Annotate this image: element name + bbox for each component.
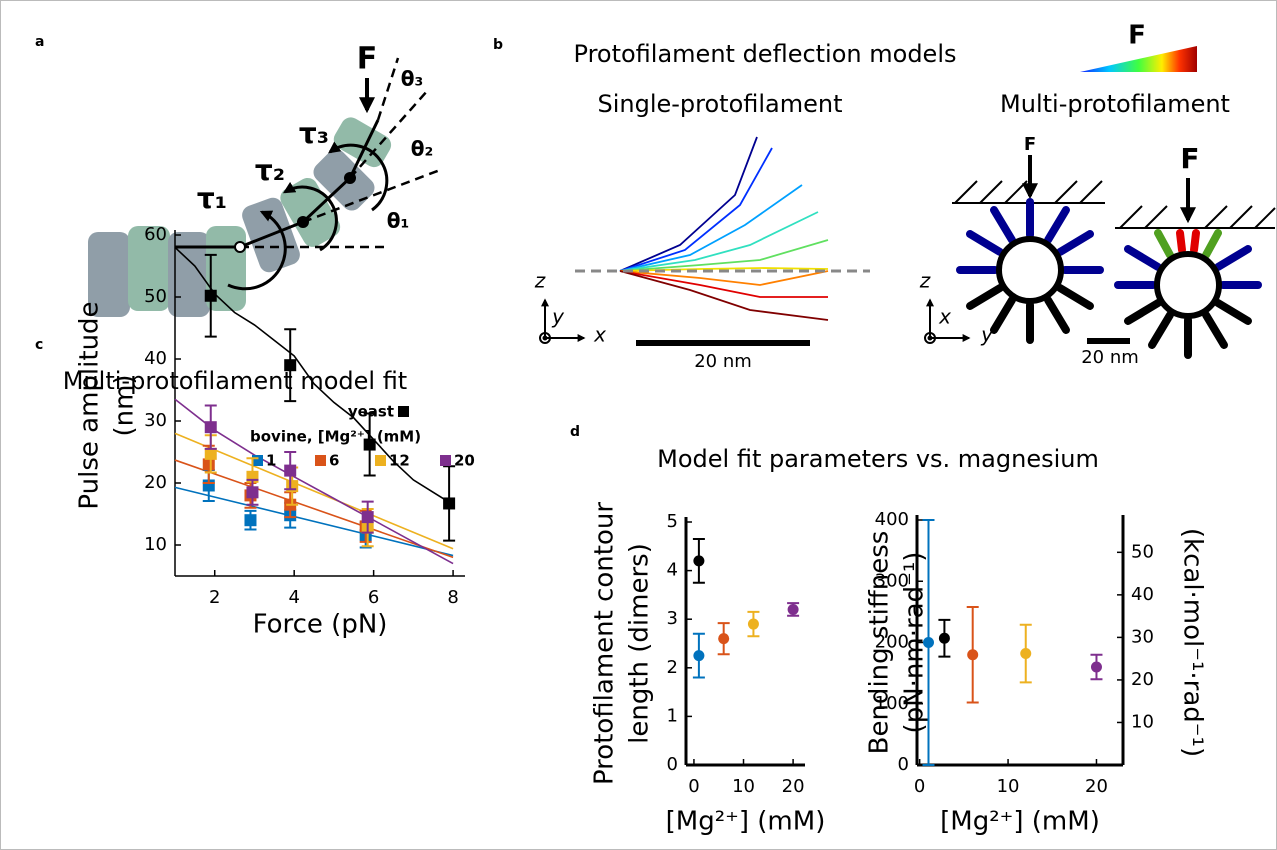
- data-point: [718, 633, 729, 644]
- data-point: [939, 633, 950, 644]
- data-point: [923, 637, 934, 648]
- data-point: [788, 604, 799, 615]
- y-axis-label: Bending stiffness: [865, 531, 895, 755]
- data-point: [693, 555, 704, 566]
- legend-swatch: [315, 455, 326, 466]
- y-tick-label: 0: [667, 754, 678, 775]
- y-tick-label: 40: [144, 348, 167, 369]
- scale-label: 20 nm: [694, 351, 752, 372]
- figure: a b c d F θ₃ θ₂ θ₁ τ₁ τ₂ τ₃ Protofilamen…: [0, 0, 1277, 850]
- x-tick-label: 4: [288, 587, 299, 608]
- force-label: F: [1024, 134, 1036, 155]
- data-point: [205, 421, 217, 433]
- panel-title: Model fit parameters vs. magnesium: [657, 445, 1099, 473]
- y-tick-label: 0: [898, 754, 909, 775]
- subtitle: Multi-protofilament: [1000, 90, 1230, 118]
- data-point: [284, 359, 296, 371]
- y2-axis-label: (kcal·mol⁻¹·rad⁻¹): [1178, 528, 1208, 757]
- angle-label: θ₂: [411, 137, 434, 161]
- data-point: [246, 486, 258, 498]
- legend-swatch: [375, 455, 386, 466]
- x-axis-label: [Mg²⁺] (mM): [940, 807, 1100, 837]
- y-tick-label: 10: [144, 534, 167, 555]
- angle-label: θ₁: [387, 209, 410, 233]
- y2-tick-label: 10: [1131, 711, 1154, 732]
- y-tick-label: 60: [144, 224, 167, 245]
- torque-label: τ₃: [299, 117, 329, 150]
- force-label: F: [357, 42, 378, 77]
- y-tick-label: 1: [667, 705, 678, 726]
- torque-label: τ₁: [197, 182, 227, 215]
- subtitle: Single-protofilament: [597, 90, 842, 118]
- panel-label: a: [35, 34, 44, 50]
- y-tick-label: 3: [667, 608, 678, 629]
- axis-glyph-label: x: [938, 305, 951, 329]
- x-tick-label: 8: [447, 587, 458, 608]
- x-tick-label: 2: [209, 587, 220, 608]
- panel-label: c: [35, 337, 43, 353]
- panel-label: b: [493, 37, 503, 53]
- x-tick-label: 10: [732, 776, 755, 797]
- legend-swatch: [252, 455, 263, 466]
- legend-label: 20: [454, 452, 475, 470]
- x-axis-label: Force (pN): [253, 610, 388, 640]
- axis-glyph-label: z: [534, 269, 546, 293]
- force-label: F: [1180, 142, 1199, 175]
- x-tick-label: 0: [688, 776, 699, 797]
- legend-label: 12: [389, 452, 410, 470]
- torque-label: τ₂: [255, 154, 285, 187]
- data-point: [1020, 648, 1031, 659]
- data-point: [967, 649, 978, 660]
- data-point: [284, 465, 296, 477]
- x-tick-label: 20: [782, 776, 805, 797]
- legend-swatch: [440, 455, 451, 466]
- legend-title: bovine, [Mg²⁺] (mM): [250, 428, 421, 446]
- y2-tick-label: 30: [1131, 626, 1154, 647]
- scale-label: 20 nm: [1081, 347, 1139, 368]
- y2-tick-label: 40: [1131, 584, 1154, 605]
- data-point: [748, 619, 759, 630]
- x-tick-label: 0: [914, 776, 925, 797]
- legend-label: yeast: [348, 403, 394, 421]
- axis-glyph-label: z: [919, 269, 931, 293]
- data-point: [693, 650, 704, 661]
- y-axis-label: length (dimers): [625, 543, 655, 744]
- x-tick-label: 10: [997, 776, 1020, 797]
- data-point: [203, 458, 215, 470]
- y2-tick-label: 50: [1131, 541, 1154, 562]
- y-tick-label: 50: [144, 286, 167, 307]
- panel-title: Protofilament deflection models: [574, 40, 957, 68]
- data-point: [362, 511, 374, 523]
- data-point: [244, 514, 256, 526]
- axis-glyph-label: y: [551, 305, 565, 329]
- data-point: [443, 497, 455, 509]
- y-tick-label: 4: [667, 560, 678, 581]
- y-tick-label: 20: [144, 472, 167, 493]
- x-tick-label: 6: [368, 587, 379, 608]
- x-tick-label: 20: [1085, 776, 1108, 797]
- x-axis-label: [Mg²⁺] (mM): [666, 807, 826, 837]
- panel-label: d: [570, 424, 580, 440]
- y-tick-label: 5: [667, 511, 678, 532]
- axis-glyph-label: x: [593, 323, 606, 347]
- legend-label: 1: [266, 452, 276, 470]
- legend-swatch: [398, 406, 409, 417]
- legend-label: 6: [329, 452, 339, 470]
- y-tick-label: 30: [144, 410, 167, 431]
- data-point: [1091, 662, 1102, 673]
- colorbar-label: F: [1128, 21, 1146, 51]
- y-axis-label: Pulse amplitude: [75, 301, 105, 509]
- data-point: [205, 290, 217, 302]
- y-tick-label: 400: [875, 509, 909, 530]
- y-tick-label: 2: [667, 657, 678, 678]
- y-axis-label: (nm): [110, 374, 140, 436]
- y2-tick-label: 20: [1131, 669, 1154, 690]
- angle-label: θ₃: [401, 67, 424, 91]
- y-axis-label: Protofilament contour: [590, 502, 620, 785]
- data-point: [286, 480, 298, 492]
